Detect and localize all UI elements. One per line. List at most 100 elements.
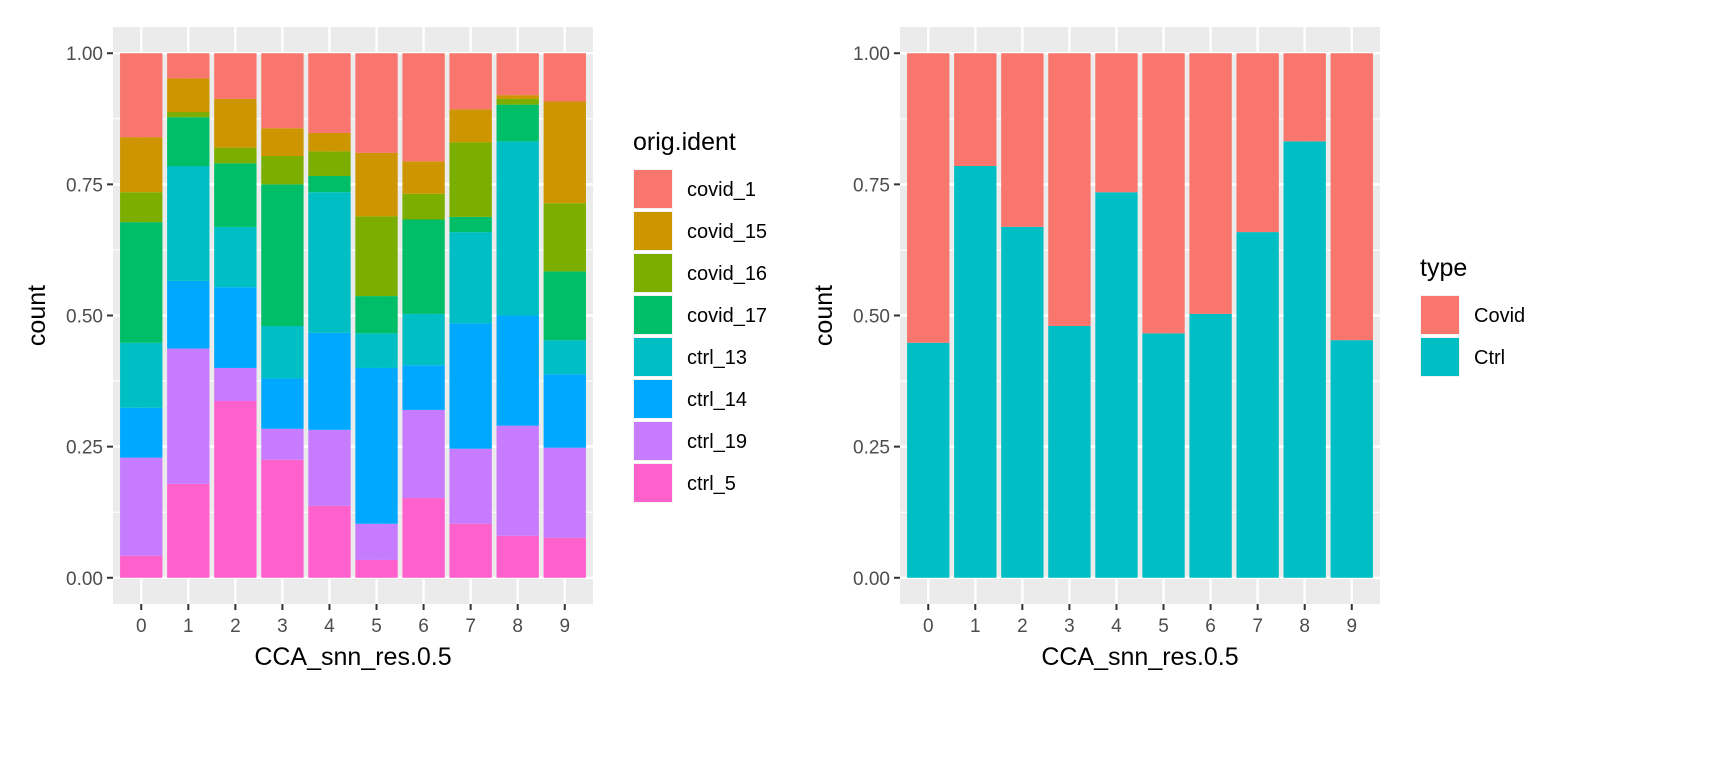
- bar-ctrl_5-cluster-5: [355, 559, 398, 578]
- x-tick-label: 7: [465, 616, 476, 637]
- bar-covid_1-cluster-7: [449, 53, 492, 110]
- legend-title: orig.ident: [633, 128, 736, 156]
- bar-covid_1-cluster-0: [120, 53, 163, 138]
- bar-covid_15-cluster-4: [308, 132, 351, 152]
- bar-ctrl_14-cluster-4: [308, 332, 351, 430]
- bar-ctrl_5-cluster-1: [167, 483, 210, 578]
- x-axis-label: CCA_snn_res.0.5: [254, 643, 451, 671]
- legend-swatch-covid_1: [634, 170, 672, 208]
- x-tick-label: 4: [324, 616, 335, 637]
- legend-swatch-ctrl_19: [634, 422, 672, 460]
- legend-swatch-covid_15: [634, 212, 672, 250]
- x-tick-label: 7: [1252, 616, 1263, 637]
- x-tick-label: 2: [1017, 616, 1028, 637]
- bar-covid_16-cluster-9: [543, 203, 586, 272]
- bar-covid_17-cluster-1: [167, 117, 210, 167]
- y-axis-label: count: [23, 285, 51, 346]
- x-tick-label: 3: [1064, 616, 1075, 637]
- legend-swatch-Ctrl: [1421, 338, 1459, 376]
- bar-covid_17-cluster-3: [261, 184, 304, 326]
- bar-Covid-cluster-4: [1095, 53, 1138, 193]
- bar-Covid-cluster-5: [1142, 53, 1185, 334]
- legend-label-ctrl_13: ctrl_13: [687, 347, 747, 369]
- bar-covid_15-cluster-5: [355, 152, 398, 217]
- bar-covid_1-cluster-8: [496, 53, 539, 96]
- bar-ctrl_14-cluster-5: [355, 367, 398, 524]
- bar-ctrl_14-cluster-2: [214, 287, 257, 368]
- bar-covid_17-cluster-5: [355, 296, 398, 334]
- legend-title: type: [1420, 254, 1467, 282]
- bar-covid_15-cluster-2: [214, 98, 257, 148]
- legend-label-ctrl_5: ctrl_5: [687, 473, 736, 495]
- bar-covid_1-cluster-1: [167, 53, 210, 79]
- bar-Covid-cluster-6: [1189, 53, 1232, 314]
- bar-ctrl_14-cluster-6: [402, 365, 445, 410]
- legend-label-ctrl_14: ctrl_14: [687, 389, 747, 411]
- legend-swatch-covid_16: [634, 254, 672, 292]
- bar-Covid-cluster-7: [1236, 53, 1279, 233]
- y-tick-label: 1.00: [66, 44, 103, 65]
- bar-ctrl_5-cluster-6: [402, 498, 445, 578]
- bar-covid_17-cluster-8: [496, 104, 539, 142]
- bar-covid_16-cluster-8: [496, 98, 539, 105]
- bar-covid_16-cluster-5: [355, 216, 398, 297]
- bar-covid_16-cluster-1: [167, 111, 210, 118]
- bar-covid_15-cluster-6: [402, 161, 445, 194]
- x-tick-label: 5: [371, 616, 382, 637]
- x-tick-label: 1: [183, 616, 194, 637]
- bar-ctrl_19-cluster-6: [402, 409, 445, 499]
- y-tick-label: 0.00: [66, 569, 103, 590]
- bar-covid_16-cluster-4: [308, 151, 351, 176]
- bar-covid_1-cluster-2: [214, 53, 257, 99]
- bar-covid_17-cluster-0: [120, 222, 163, 343]
- bar-covid_15-cluster-9: [543, 101, 586, 204]
- y-tick-label: 1.00: [853, 44, 890, 65]
- legend-label-covid_16: covid_16: [687, 263, 767, 285]
- bar-covid_17-cluster-4: [308, 175, 351, 193]
- bar-ctrl_14-cluster-1: [167, 280, 210, 349]
- bar-covid_16-cluster-2: [214, 147, 257, 164]
- legend-label-ctrl_19: ctrl_19: [687, 431, 747, 453]
- bar-covid_15-cluster-1: [167, 78, 210, 112]
- bar-ctrl_5-cluster-9: [543, 537, 586, 578]
- bar-covid_16-cluster-6: [402, 193, 445, 220]
- y-tick-label: 0.75: [853, 175, 890, 196]
- bar-ctrl_14-cluster-3: [261, 378, 304, 429]
- legend-swatch-ctrl_5: [634, 464, 672, 502]
- bar-Ctrl-cluster-1: [954, 166, 997, 578]
- bar-ctrl_5-cluster-2: [214, 401, 257, 578]
- legend-label-Covid: Covid: [1474, 305, 1525, 327]
- y-tick-label: 0.25: [853, 438, 890, 459]
- bar-Covid-cluster-8: [1283, 53, 1326, 142]
- bar-covid_17-cluster-2: [214, 163, 257, 227]
- y-tick-label: 0.00: [853, 569, 890, 590]
- y-axis-label: count: [810, 285, 838, 346]
- legend-swatch-Covid: [1421, 296, 1459, 334]
- bar-covid_17-cluster-9: [543, 271, 586, 341]
- bar-ctrl_19-cluster-1: [167, 348, 210, 484]
- bar-ctrl_14-cluster-0: [120, 407, 163, 458]
- x-tick-label: 8: [1299, 616, 1310, 637]
- bar-Covid-cluster-9: [1330, 53, 1373, 341]
- bar-Ctrl-cluster-4: [1095, 192, 1138, 578]
- bar-Ctrl-cluster-0: [907, 342, 950, 578]
- bar-ctrl_19-cluster-0: [120, 457, 163, 556]
- bar-ctrl_13-cluster-5: [355, 333, 398, 368]
- bar-ctrl_5-cluster-3: [261, 459, 304, 578]
- x-tick-label: 6: [1205, 616, 1216, 637]
- bar-covid_16-cluster-0: [120, 192, 163, 223]
- x-tick-label: 0: [923, 616, 934, 637]
- bar-covid_1-cluster-6: [402, 53, 445, 162]
- bar-Ctrl-cluster-6: [1189, 313, 1232, 578]
- bar-ctrl_19-cluster-9: [543, 447, 586, 538]
- bar-ctrl_13-cluster-3: [261, 325, 304, 379]
- legend-label-covid_15: covid_15: [687, 221, 767, 243]
- legend-label-covid_1: covid_1: [687, 179, 756, 201]
- bar-ctrl_13-cluster-1: [167, 166, 210, 281]
- x-tick-label: 5: [1158, 616, 1169, 637]
- bar-ctrl_5-cluster-8: [496, 535, 539, 578]
- bar-covid_1-cluster-4: [308, 53, 351, 133]
- bar-covid_16-cluster-7: [449, 142, 492, 217]
- legend-swatch-covid_17: [634, 296, 672, 334]
